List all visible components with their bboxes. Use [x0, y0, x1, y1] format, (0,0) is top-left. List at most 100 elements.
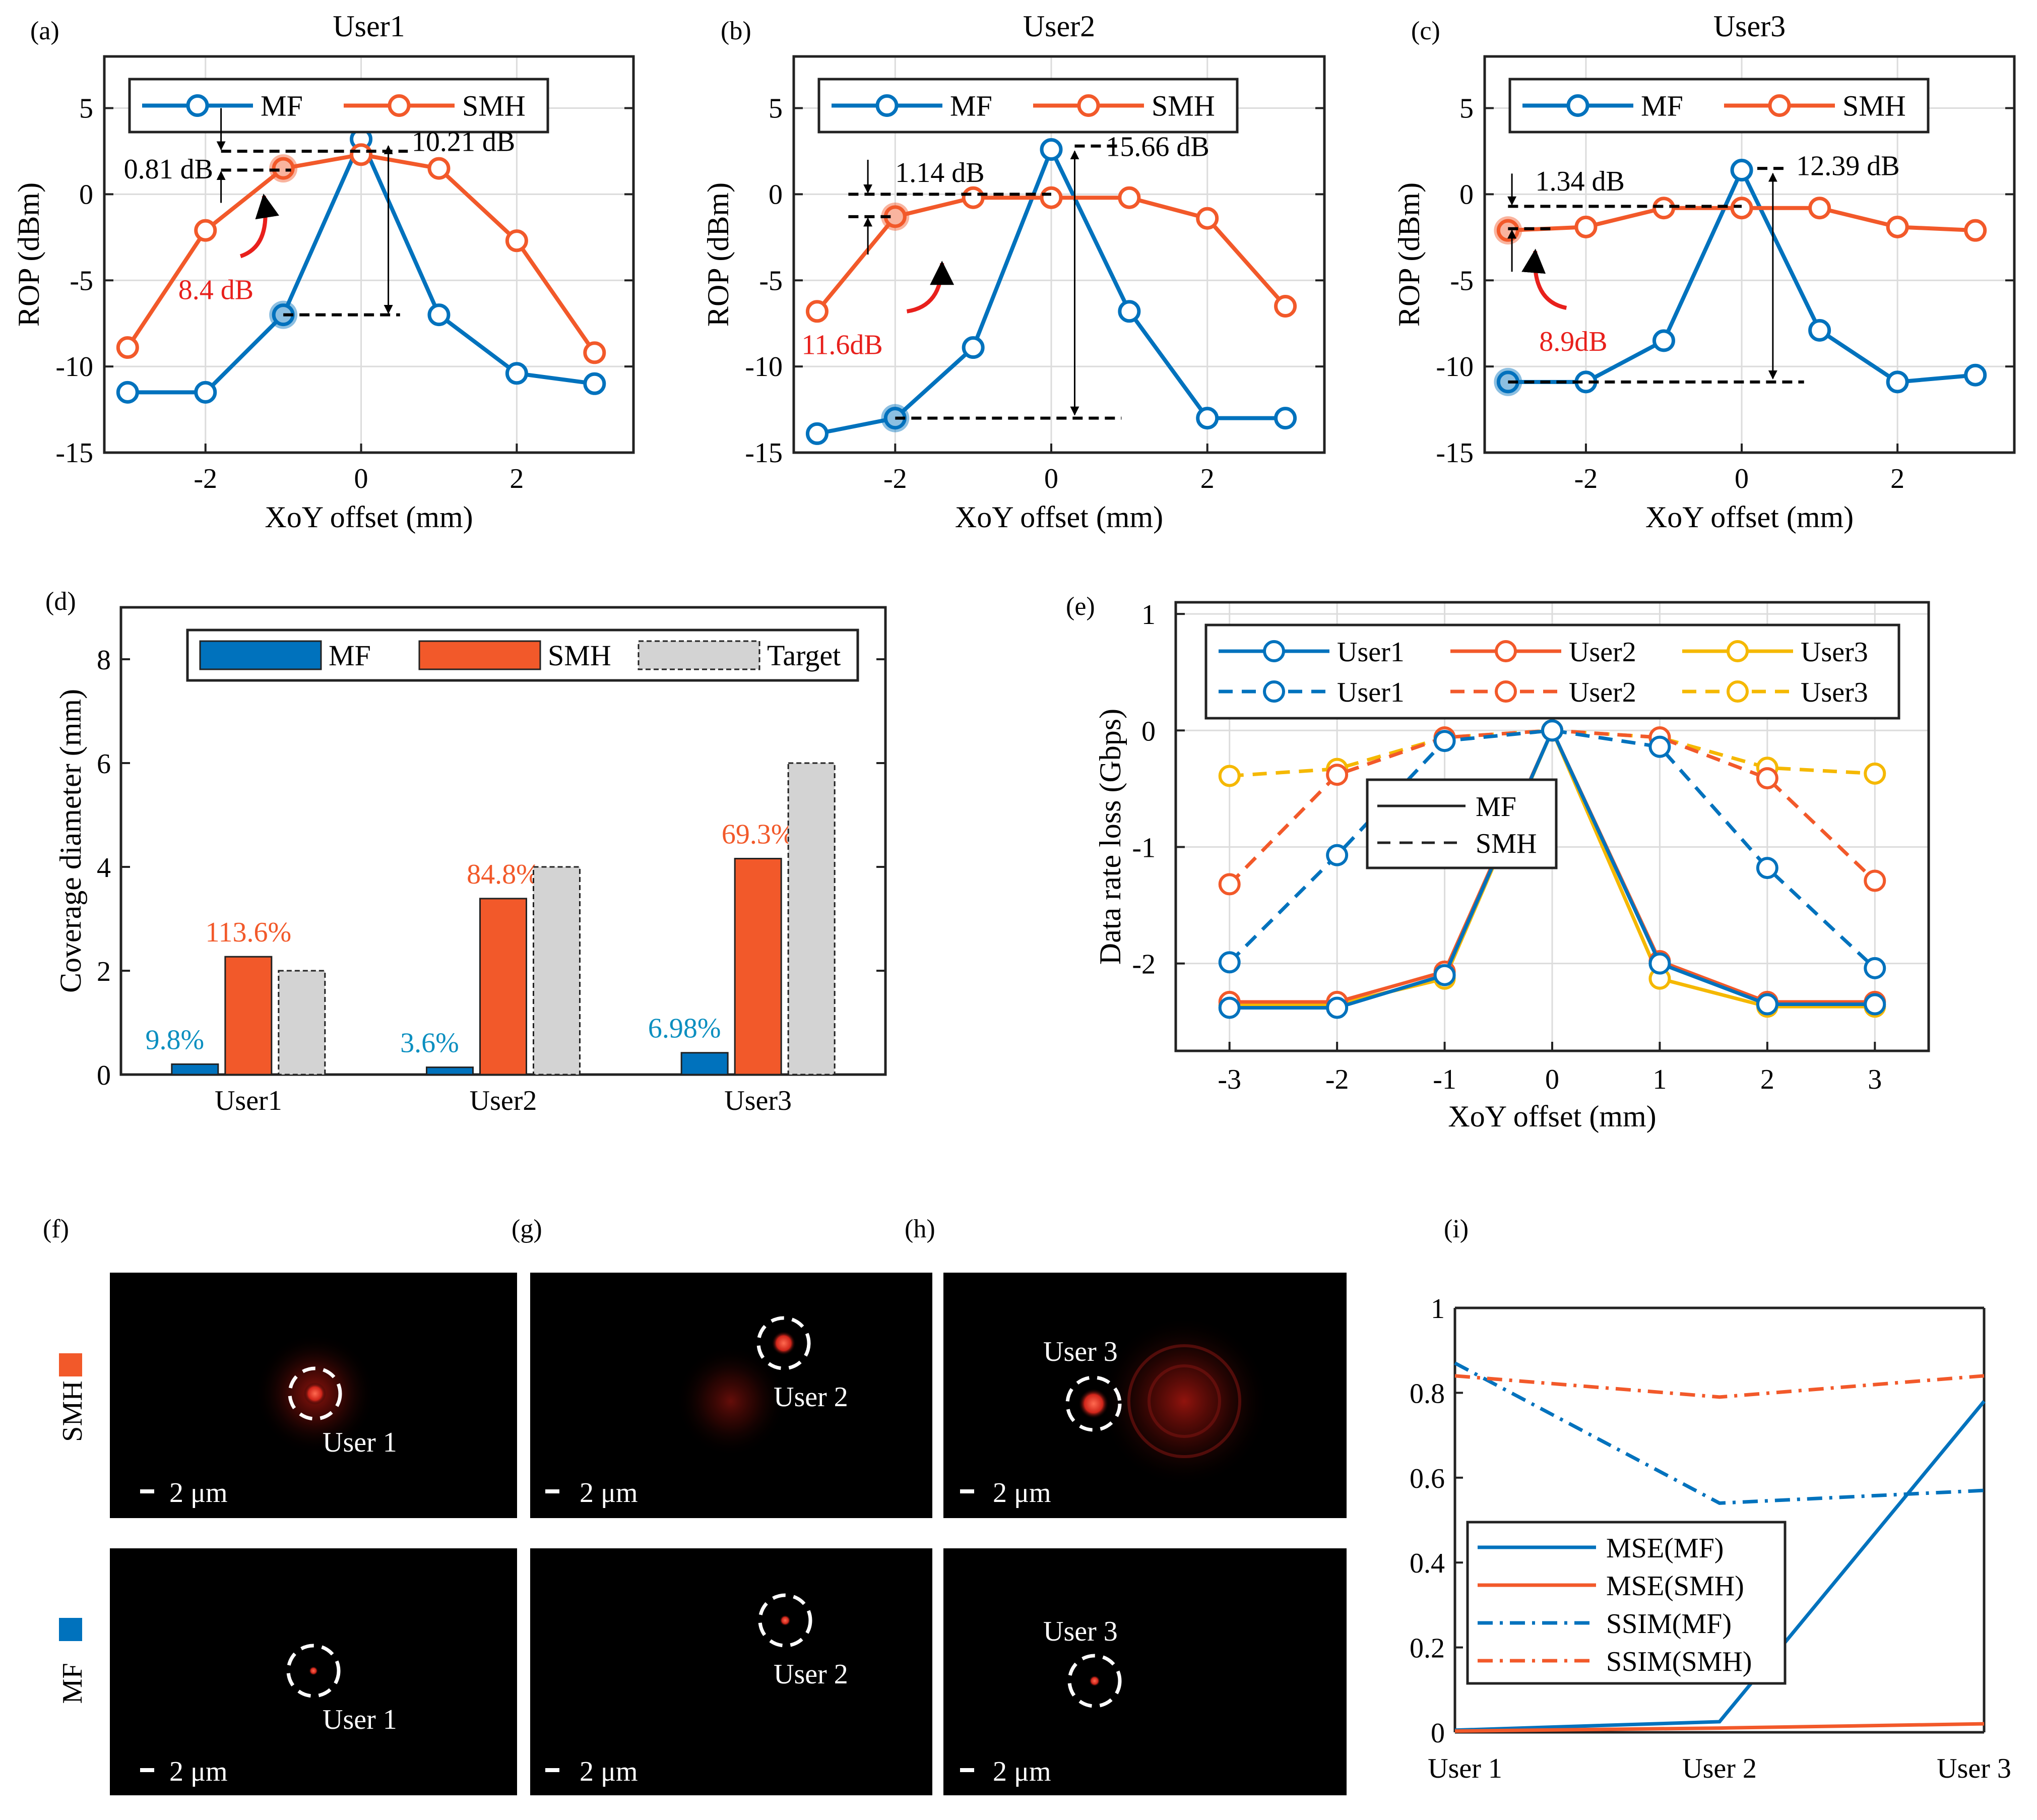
chart-a-rop-user1: -15 -10 -5 0 5 -2 0 2 User1 XoY offset (mm) ROP (d… — [12, 10, 635, 534]
data-point-smh — [116, 336, 139, 359]
y-axis-label: ROP (dBm) — [702, 182, 735, 327]
legend-label: User2 — [1569, 677, 1636, 708]
annotation-label-red: 8.4 dB — [178, 274, 253, 305]
y-tick-label: 0 — [1431, 1718, 1445, 1749]
highlight-marker-smh — [1494, 216, 1522, 245]
scale-bar — [960, 1489, 974, 1493]
data-point-user1-smh — [1756, 857, 1778, 880]
user-circle — [758, 1593, 812, 1648]
data-point-mf — [1730, 159, 1753, 182]
panel-label-g: (g) — [512, 1215, 542, 1243]
user-circle — [288, 1366, 342, 1421]
chart-title: User1 — [333, 10, 405, 43]
x-tick-label: -2 — [194, 463, 217, 494]
y-tick-label: 8 — [97, 645, 111, 676]
data-point-smh — [1574, 215, 1598, 238]
x-axis-label: XoY offset (mm) — [955, 500, 1163, 534]
red-arrow — [239, 194, 279, 259]
panel-label-h: (h) — [905, 1215, 935, 1243]
bar-target — [278, 970, 326, 1076]
data-point-mf — [116, 381, 139, 404]
panel-label-a: (a) — [30, 17, 59, 45]
image-background — [943, 1548, 1347, 1795]
data-label-mf: 3.6% — [400, 1028, 459, 1059]
user-label: User 3 — [1043, 1336, 1118, 1367]
data-point-smh — [194, 219, 217, 242]
data-point-mf — [505, 362, 528, 385]
row-label-smh: SMH — [57, 1353, 88, 1442]
data-point-mf — [1118, 300, 1141, 323]
data-point-user1-mf — [1433, 964, 1456, 986]
row-label-mf: MF — [57, 1618, 88, 1704]
data-label-smh: 84.8% — [467, 859, 540, 890]
x-tick-label: 0 — [1545, 1064, 1559, 1095]
image-g-smh: User 2 2 μm — [530, 1273, 932, 1518]
y-tick-label: -1 — [1132, 832, 1156, 863]
annotation-label: 12.39 dB — [1796, 150, 1899, 181]
data-point-smh — [1040, 186, 1063, 209]
focus-spot — [1078, 1389, 1109, 1419]
data-point-user3-smh — [1218, 765, 1241, 787]
data-point-mf — [1040, 138, 1063, 161]
data-point-smh — [962, 186, 985, 209]
y-tick-label: 0.6 — [1410, 1463, 1445, 1494]
scale-bar — [960, 1768, 974, 1772]
data-point-user2-smh — [1756, 767, 1778, 790]
y-tick-label: -10 — [745, 351, 783, 383]
annotation-label-red: 11.6dB — [801, 330, 882, 361]
bar-mf — [426, 1066, 474, 1076]
y-axis-label: Coverage diameter (mm) — [54, 689, 87, 993]
red-arrow — [906, 261, 954, 313]
bar-smh — [479, 898, 527, 1076]
x-tick-label: User 1 — [1428, 1753, 1502, 1784]
data-point-smh — [583, 341, 606, 364]
legend-label: MF — [329, 639, 371, 672]
axes-frame — [792, 55, 1326, 454]
focus-spot — [304, 1383, 326, 1405]
y-tick-label: 5 — [79, 93, 93, 124]
annotation-label: 10.21 dB — [412, 126, 515, 157]
legend-marker — [186, 94, 209, 117]
axes-frame — [1483, 55, 2016, 454]
beam-spot-images: SMH MF User 1 2 μm User 2 2 μm — [57, 1273, 1347, 1795]
data-point-user1-mf — [1648, 952, 1671, 975]
legend-swatch — [418, 640, 541, 670]
chart-c-rop-user3: -15 -10 -5 0 5 -2 0 2 User3 XoY offset (mm) ROP (d… — [1392, 10, 2016, 534]
chart-d-coverage-bar: 0 2 4 6 8 Coverage diameter (mm) User1 9.8% 113.… — [54, 606, 887, 1116]
data-point-mf — [1274, 407, 1297, 430]
data-point-smh — [505, 229, 528, 253]
data-label-mf: 6.98% — [648, 1013, 721, 1044]
style-legend-label: SMH — [1476, 828, 1537, 859]
annotation-label: 1.34 dB — [1535, 166, 1624, 197]
data-point-smh — [1118, 186, 1141, 209]
legend-marker — [1263, 640, 1285, 662]
user-circle — [756, 1316, 811, 1370]
data-point-user3-smh — [1864, 762, 1886, 785]
y-tick-label: 1 — [1141, 599, 1156, 631]
y-tick-label: 0 — [79, 179, 93, 210]
data-label-smh: 113.6% — [206, 917, 292, 948]
focus-spot — [1089, 1675, 1100, 1686]
legend-label: Target — [767, 639, 841, 672]
legend: MF SMH — [817, 78, 1239, 134]
user-label: User 2 — [774, 1382, 848, 1413]
legend-marker — [1495, 640, 1517, 662]
scale-bar — [545, 1489, 559, 1493]
smh-color-square — [59, 1353, 82, 1376]
legend-label: SMH — [462, 90, 526, 122]
x-tick-label: User1 — [215, 1085, 282, 1116]
y-axis-label: ROP (dBm) — [1392, 182, 1426, 327]
x-tick-label: User3 — [724, 1085, 792, 1116]
data-point-smh — [1196, 207, 1219, 230]
y-axis-label: ROP (dBm) — [12, 182, 45, 327]
bar-mf — [171, 1063, 219, 1076]
y-tick-label: 2 — [97, 956, 111, 987]
legend-label: MSE(MF) — [1606, 1533, 1724, 1564]
x-tick-label: User2 — [470, 1085, 537, 1116]
scale-bar-label: 2 μm — [169, 1477, 228, 1509]
legend-label: User3 — [1801, 637, 1868, 668]
legend: MF SMH — [1508, 78, 1930, 134]
chart-title: User2 — [1023, 10, 1095, 43]
data-point-smh — [350, 143, 373, 166]
